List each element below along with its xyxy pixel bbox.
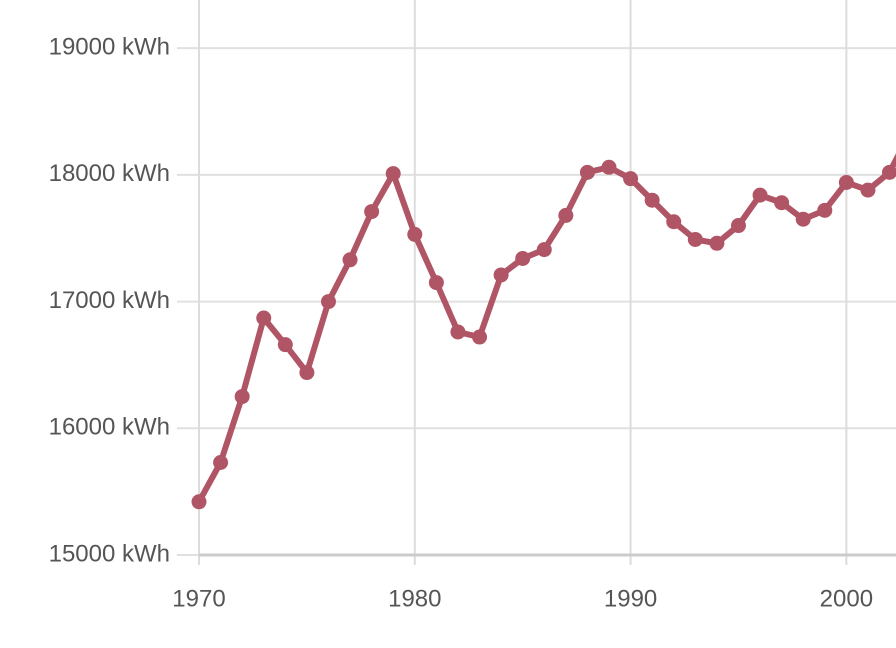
- plot-area: [191, 153, 896, 510]
- point: [277, 337, 293, 353]
- point: [234, 389, 250, 405]
- point: [320, 294, 336, 310]
- point: [795, 211, 811, 227]
- point: [752, 187, 768, 203]
- y-tick-label: 17000 kWh: [49, 287, 170, 314]
- point: [407, 226, 423, 242]
- y-tick-label: 19000 kWh: [49, 33, 170, 60]
- point: [493, 267, 509, 283]
- point: [644, 192, 660, 208]
- point: [882, 164, 896, 180]
- point: [558, 207, 574, 223]
- point: [450, 324, 466, 340]
- point: [364, 204, 380, 220]
- point: [385, 166, 401, 182]
- x-tick-label: 1980: [388, 585, 441, 612]
- y-tick-label: 18000 kWh: [49, 160, 170, 187]
- point: [579, 164, 595, 180]
- point: [817, 202, 833, 218]
- line: [196, 153, 896, 504]
- point: [191, 494, 207, 510]
- point: [342, 252, 358, 268]
- point: [472, 329, 488, 345]
- y-tick-label: 16000 kWh: [49, 414, 170, 441]
- point: [623, 171, 639, 187]
- point: [709, 235, 725, 251]
- point: [213, 455, 229, 470]
- point: [687, 231, 703, 247]
- point: [256, 310, 272, 326]
- x-tick-label: 1970: [172, 585, 225, 612]
- x-tick-label: 2000: [820, 585, 873, 612]
- point: [536, 242, 552, 258]
- x-tick-label: 1990: [604, 585, 657, 612]
- point: [860, 182, 876, 198]
- point: [730, 218, 746, 234]
- point: [601, 159, 617, 175]
- y-tick-label: 15000 kWh: [49, 540, 170, 567]
- point: [774, 195, 790, 211]
- point: [666, 214, 682, 230]
- point: [838, 174, 854, 190]
- point: [428, 275, 444, 291]
- point: [299, 365, 315, 381]
- point: [515, 250, 531, 266]
